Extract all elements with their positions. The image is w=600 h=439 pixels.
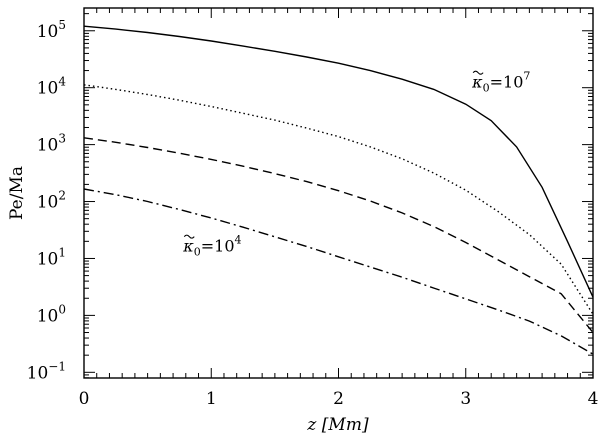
series-line-dashed <box>83 137 594 333</box>
y-tick-exponent: 1 <box>58 245 66 259</box>
annotation-superscript: 4 <box>235 234 242 247</box>
y-tick-base: 10 <box>27 363 49 383</box>
y-tick-label: 103 <box>37 132 66 156</box>
annotation-equals: =10 <box>490 73 524 92</box>
y-tick-base: 10 <box>37 306 59 326</box>
y-tick-exponent: −1 <box>48 359 66 373</box>
y-tick-label: 104 <box>37 75 67 99</box>
x-tick-label: 3 <box>460 389 471 409</box>
y-tick-label: 105 <box>37 18 66 42</box>
y-tick-label: 101 <box>37 245 66 269</box>
annotation-equals: =10 <box>201 237 235 256</box>
y-tick-base: 10 <box>37 193 59 213</box>
y-tick-exponent: 0 <box>58 302 66 316</box>
y-tick-label: 102 <box>37 189 66 213</box>
y-axis-label: Pe/Ma <box>7 166 27 220</box>
x-tick-label: 4 <box>588 389 599 409</box>
y-tick-base: 10 <box>37 22 59 42</box>
y-tick-exponent: 3 <box>58 132 66 146</box>
y-tick-base: 10 <box>37 249 59 269</box>
annotation-label: κ0=107 <box>471 70 530 95</box>
annotation-label: κ0=104 <box>182 234 241 259</box>
x-tick-label: 0 <box>79 389 90 409</box>
y-tick-base: 10 <box>37 136 59 156</box>
y-tick-exponent: 4 <box>58 75 66 89</box>
tick-marks <box>83 8 594 379</box>
annotation-base: κ <box>471 73 483 92</box>
x-tick-label: 2 <box>333 389 344 409</box>
series-group <box>83 25 594 355</box>
svg-text:κ0=104: κ0=104 <box>182 234 241 259</box>
annotation-subscript: 0 <box>483 82 490 95</box>
y-tick-label: 100 <box>37 302 66 326</box>
x-tick-label: 1 <box>206 389 217 409</box>
annotation-base: κ <box>182 237 194 256</box>
x-tick-labels: 0 1 2 3 4 <box>79 389 599 409</box>
y-tick-exponent: 2 <box>58 189 66 203</box>
series-line-dashdot <box>83 188 594 355</box>
y-tick-label: 10−1 <box>27 359 66 383</box>
svg-text:κ0=107: κ0=107 <box>471 70 530 95</box>
series-line-solid <box>83 25 594 298</box>
x-axis-label: z [Mm] <box>306 415 369 435</box>
tilde-mark <box>183 234 195 239</box>
annotation-superscript: 7 <box>523 70 530 83</box>
y-tick-exponent: 5 <box>58 18 66 32</box>
series-line-dotted <box>83 84 594 315</box>
y-tick-base: 10 <box>37 79 59 99</box>
tilde-mark <box>472 70 484 75</box>
annotation-subscript: 0 <box>194 246 201 259</box>
